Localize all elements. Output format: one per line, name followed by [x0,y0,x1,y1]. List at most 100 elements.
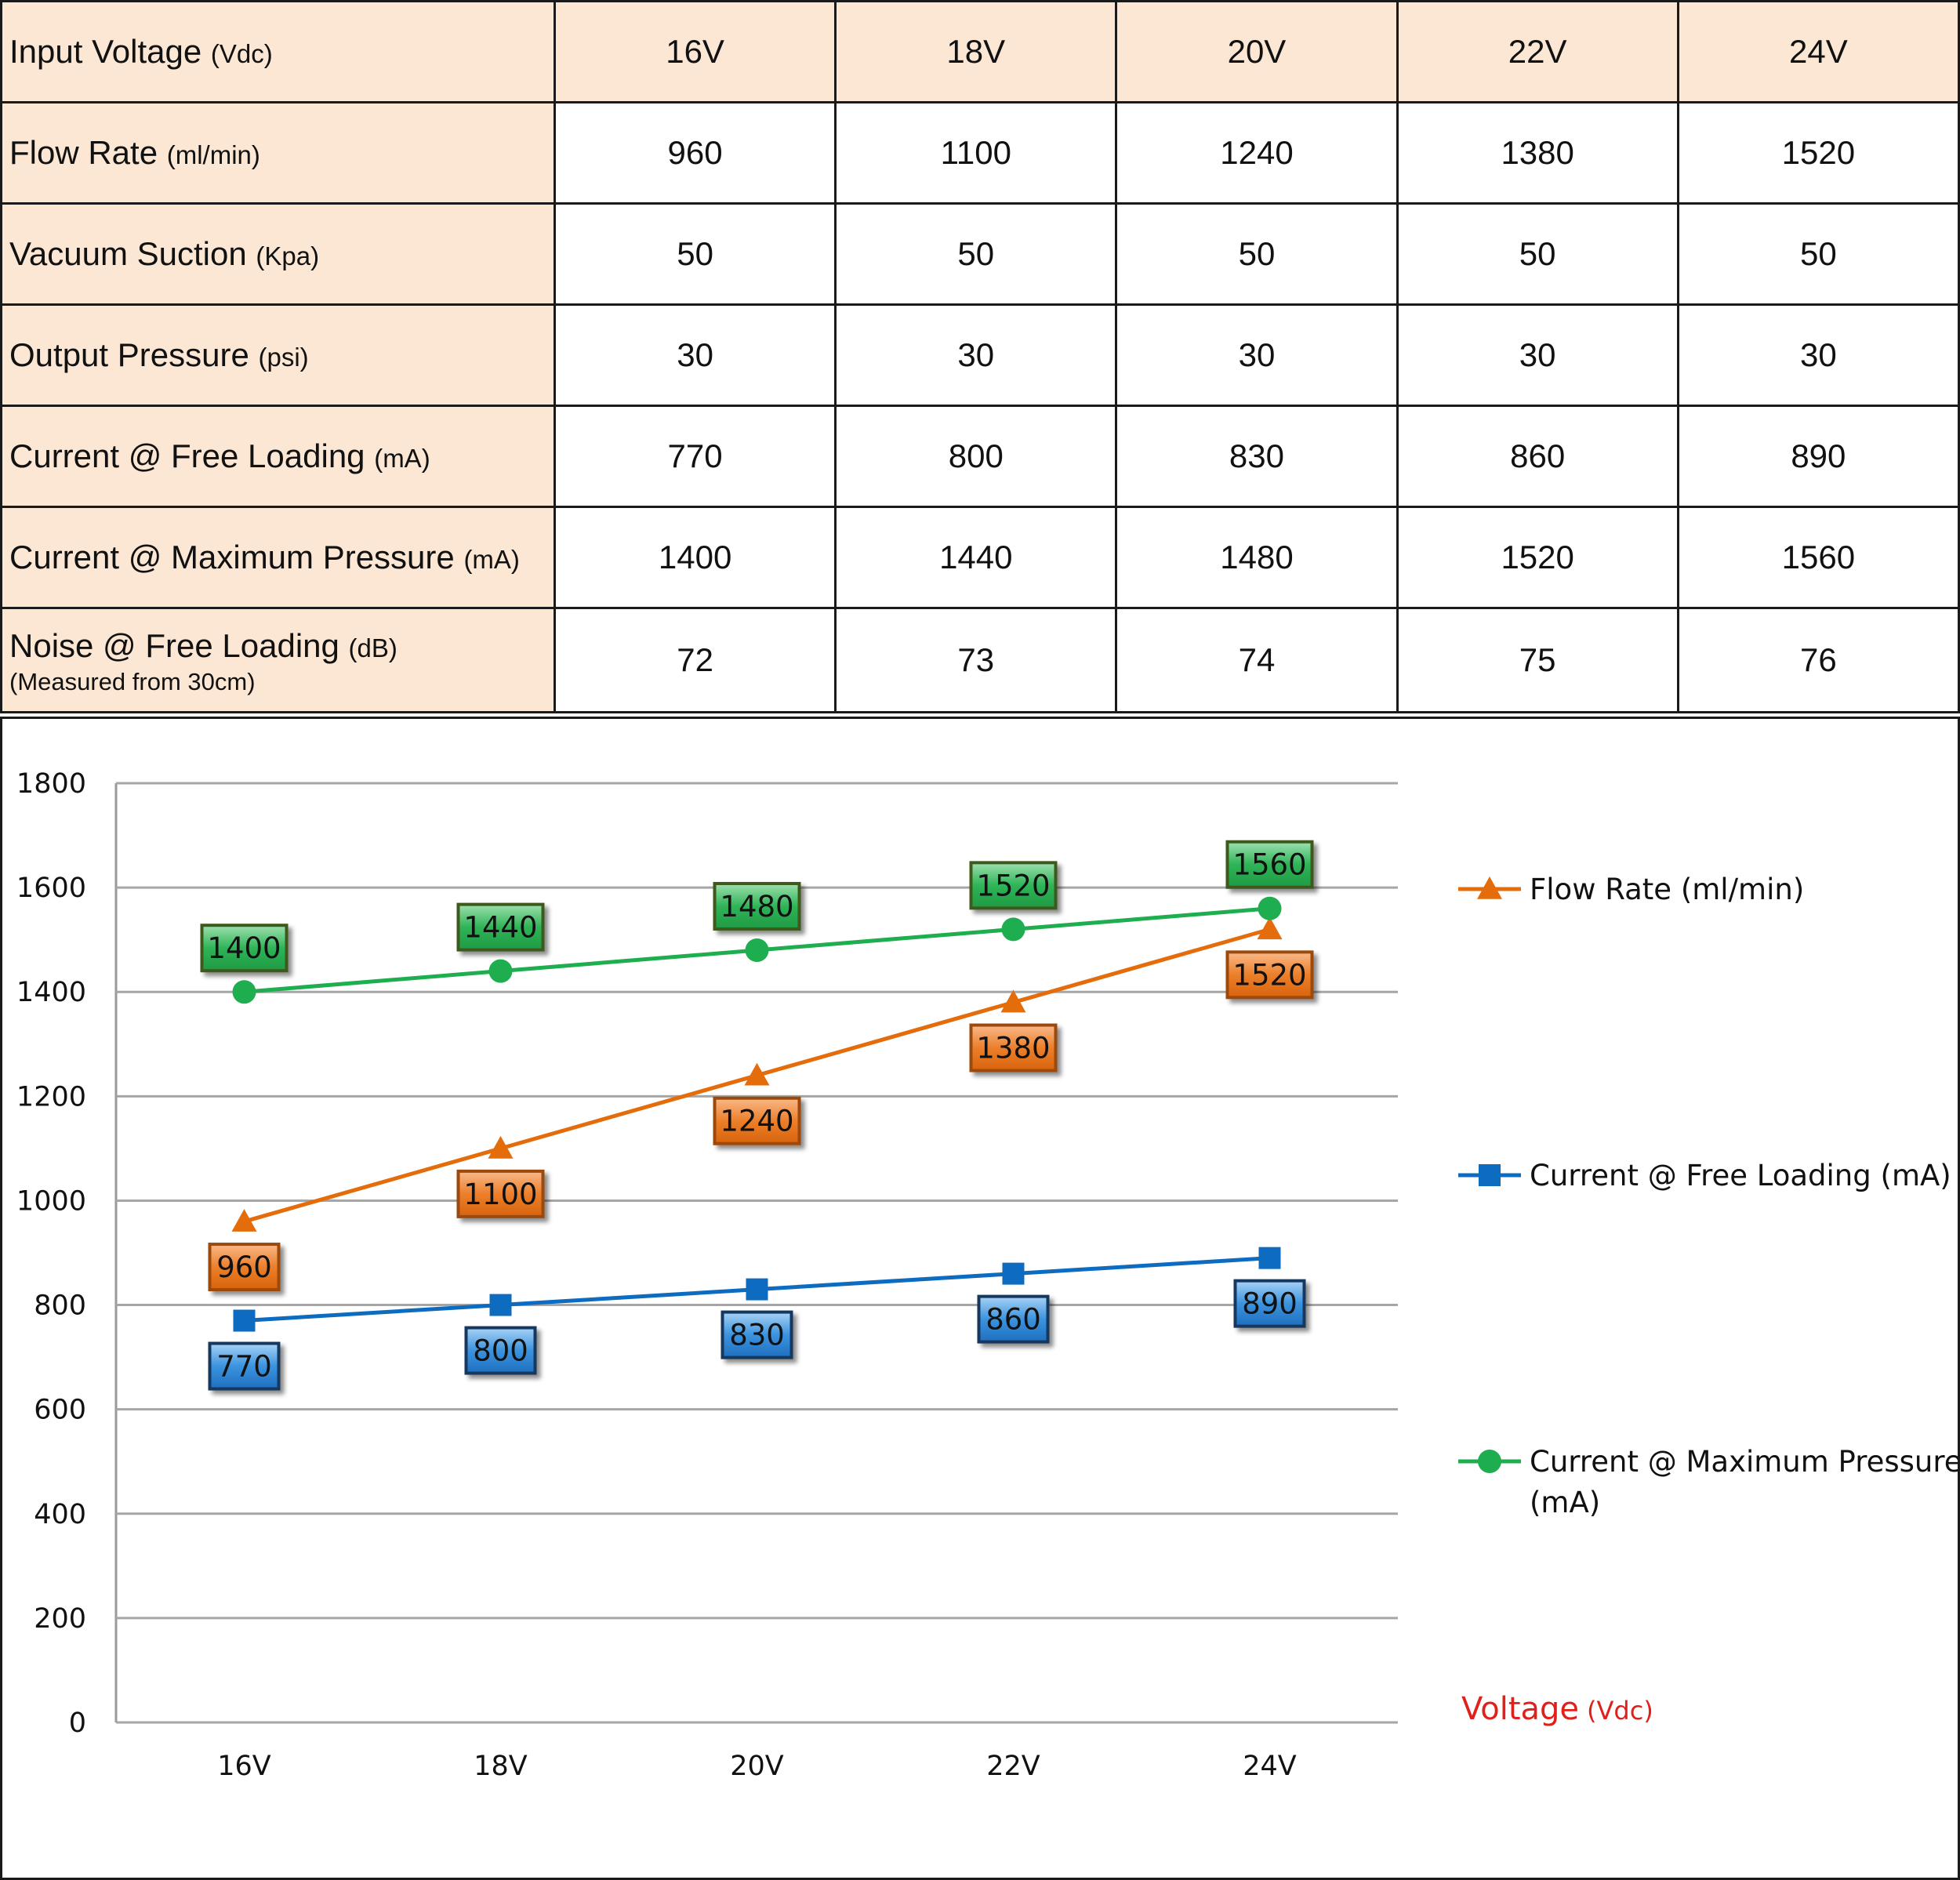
voltage-header-cell: 22V [1396,0,1679,103]
y-tick-label: 1600 [16,873,86,904]
data-label: 1520 [1225,950,1314,1000]
voltage-header-cell: 24V [1676,0,1960,103]
data-label: 890 [1233,1279,1306,1328]
data-label: 1440 [456,902,545,952]
data-label: 830 [720,1310,793,1359]
row-unit: (Kpa) [256,241,320,270]
table-cell: 770 [553,405,837,508]
spec-table: Input Voltage (Vdc) 16V 18V 20V 22V 24V Flow R… [0,0,1960,713]
x-axis-title: Voltage (Vdc) [1461,1691,1653,1727]
row-label: Output Pressure (psi) [0,303,556,407]
x-tick-label: 22V [986,1751,1040,1782]
legend-marker [1477,876,1502,899]
y-tick-label: 400 [34,1499,86,1530]
y-tick-label: 1400 [16,977,86,1008]
data-label: 860 [977,1294,1050,1344]
table-cell: 960 [553,101,837,205]
table-cell: 860 [1396,405,1679,508]
row-unit: (psi) [258,343,309,372]
legend-marker [1479,1164,1501,1186]
data-point-triangle [1000,989,1026,1013]
data-label-box [208,1243,281,1292]
table-cell: 50 [1115,202,1399,306]
data-point-circle [488,959,513,983]
data-point-square [1258,1247,1281,1269]
legend-label: (mA) [1530,1486,1600,1519]
data-label-box [464,1326,537,1375]
row-label-text: Noise @ Free Loading [9,627,339,664]
data-label: 800 [464,1326,537,1375]
table-row: Current @ Free Loading (mA) 770 800 830 860 8… [0,405,1960,508]
row-unit: (mA) [374,444,430,473]
legend-marker [1478,1450,1501,1473]
table-cell: 1520 [1396,506,1679,609]
data-point-square [233,1309,256,1332]
table-row: Flow Rate (ml/min) 960 1100 1240 1380 1520 [0,101,1960,205]
data-point-triangle [1257,916,1283,940]
data-label-text: 1520 [1232,958,1306,992]
row-label: Current @ Free Loading (mA) [0,405,556,508]
row-label-input-voltage: Input Voltage (Vdc) [0,0,556,103]
table-row: Current @ Maximum Pressure (mA) 1400 1440 1… [0,506,1960,609]
data-point-square [489,1294,512,1316]
table-cell: 72 [553,607,837,713]
data-point-circle [1001,917,1025,942]
table-cell: 1380 [1396,101,1679,205]
row-label-text: Flow Rate [9,134,158,171]
data-label-text: 860 [985,1303,1041,1337]
row-label: Noise @ Free Loading (dB) (Measured from … [0,607,556,713]
data-label-text: 1400 [207,931,281,965]
table-row: Vacuum Suction (Kpa) 50 50 50 50 50 [0,202,1960,306]
x-tick-label: 20V [730,1751,784,1782]
table-cell: 800 [834,405,1118,508]
voltage-header-cell: 16V [553,0,837,103]
legend-entry: Current @ Maximum Pressure (mA) [1458,1445,1958,1519]
legend-label: Flow Rate (ml/min) [1530,873,1804,906]
data-label-text: 770 [216,1350,272,1384]
legend-entry: Current @ Free Loading (mA) [1458,1159,1951,1192]
table-cell: 30 [1115,303,1399,407]
data-label: 1380 [969,1023,1058,1072]
data-label: 1400 [200,924,289,973]
data-point-circle [1258,896,1282,920]
data-label-box [1225,950,1314,1000]
data-label-box [456,1169,545,1218]
data-label-box [977,1294,1050,1344]
data-label-box [200,924,289,973]
table-cell: 30 [553,303,837,407]
row-label-text: Vacuum Suction [9,235,247,272]
table-cell: 50 [1676,202,1960,306]
table-cell: 75 [1396,607,1679,713]
table-cell: 30 [1396,303,1679,407]
table-cell: 73 [834,607,1118,713]
voltage-header-cell: 20V [1115,0,1399,103]
data-label-box [720,1310,793,1359]
data-point-square [746,1278,768,1301]
data-label-text: 1100 [463,1178,537,1211]
x-tick-label: 18V [474,1751,528,1782]
data-label-box [969,861,1058,910]
data-label-text: 960 [216,1250,272,1284]
data-label-box [969,1023,1058,1072]
table-cell: 30 [834,303,1118,407]
data-label-text: 830 [729,1319,785,1352]
table-header-row: Input Voltage (Vdc) 16V 18V 20V 22V 24V [0,0,1960,103]
row-label-text: Output Pressure [9,336,249,373]
voltage-header-cell: 18V [834,0,1118,103]
row-note: (Measured from 30cm) [9,668,256,695]
table-row: Noise @ Free Loading (dB) (Measured from … [0,607,1960,713]
table-cell: 1440 [834,506,1118,609]
data-point-square [1002,1262,1025,1285]
y-tick-label: 600 [34,1395,86,1426]
data-label-text: 800 [473,1334,528,1368]
data-label-text: 1560 [1232,848,1306,882]
data-label-box [456,902,545,952]
data-label: 1560 [1225,840,1314,889]
table-cell: 1400 [553,506,837,609]
data-point-triangle [231,1209,257,1232]
chart-panel: 0 200 400 600 800 1000 1200 1400 1600 1800 16V 18V 2… [0,717,1960,1880]
table-cell: 1480 [1115,506,1399,609]
data-label: 960 [208,1243,281,1292]
y-tick-label: 200 [34,1603,86,1635]
line-chart: 0 200 400 600 800 1000 1200 1400 1600 1800 16V 18V 2… [16,768,1958,1782]
